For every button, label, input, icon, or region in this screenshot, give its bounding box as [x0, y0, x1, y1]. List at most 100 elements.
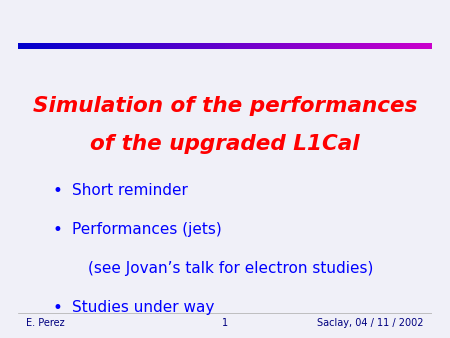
- FancyBboxPatch shape: [420, 43, 422, 49]
- FancyBboxPatch shape: [115, 43, 117, 49]
- FancyBboxPatch shape: [281, 43, 283, 49]
- FancyBboxPatch shape: [403, 43, 405, 49]
- FancyBboxPatch shape: [264, 43, 266, 49]
- FancyBboxPatch shape: [310, 43, 312, 49]
- FancyBboxPatch shape: [418, 43, 420, 49]
- FancyBboxPatch shape: [351, 43, 353, 49]
- FancyBboxPatch shape: [227, 43, 229, 49]
- FancyBboxPatch shape: [339, 43, 341, 49]
- FancyBboxPatch shape: [173, 43, 176, 49]
- FancyBboxPatch shape: [291, 43, 293, 49]
- FancyBboxPatch shape: [109, 43, 111, 49]
- FancyBboxPatch shape: [233, 43, 235, 49]
- FancyBboxPatch shape: [204, 43, 207, 49]
- FancyBboxPatch shape: [378, 43, 380, 49]
- FancyBboxPatch shape: [153, 43, 154, 49]
- FancyBboxPatch shape: [279, 43, 281, 49]
- FancyBboxPatch shape: [376, 43, 378, 49]
- FancyBboxPatch shape: [111, 43, 113, 49]
- FancyBboxPatch shape: [300, 43, 302, 49]
- FancyBboxPatch shape: [86, 43, 88, 49]
- FancyBboxPatch shape: [254, 43, 256, 49]
- FancyBboxPatch shape: [207, 43, 208, 49]
- FancyBboxPatch shape: [368, 43, 370, 49]
- FancyBboxPatch shape: [221, 43, 223, 49]
- Text: Performances (jets): Performances (jets): [72, 222, 221, 237]
- FancyBboxPatch shape: [366, 43, 368, 49]
- FancyBboxPatch shape: [331, 43, 333, 49]
- FancyBboxPatch shape: [177, 43, 180, 49]
- FancyBboxPatch shape: [393, 43, 395, 49]
- FancyBboxPatch shape: [208, 43, 211, 49]
- FancyBboxPatch shape: [296, 43, 297, 49]
- FancyBboxPatch shape: [57, 43, 59, 49]
- FancyBboxPatch shape: [333, 43, 335, 49]
- FancyBboxPatch shape: [74, 43, 76, 49]
- FancyBboxPatch shape: [238, 43, 239, 49]
- FancyBboxPatch shape: [318, 43, 320, 49]
- FancyBboxPatch shape: [364, 43, 366, 49]
- FancyBboxPatch shape: [163, 43, 165, 49]
- FancyBboxPatch shape: [90, 43, 92, 49]
- FancyBboxPatch shape: [347, 43, 349, 49]
- FancyBboxPatch shape: [341, 43, 343, 49]
- FancyBboxPatch shape: [65, 43, 68, 49]
- FancyBboxPatch shape: [343, 43, 345, 49]
- FancyBboxPatch shape: [223, 43, 225, 49]
- FancyBboxPatch shape: [297, 43, 300, 49]
- FancyBboxPatch shape: [55, 43, 57, 49]
- FancyBboxPatch shape: [273, 43, 274, 49]
- FancyBboxPatch shape: [43, 43, 45, 49]
- FancyBboxPatch shape: [312, 43, 314, 49]
- FancyBboxPatch shape: [113, 43, 115, 49]
- FancyBboxPatch shape: [372, 43, 374, 49]
- FancyBboxPatch shape: [335, 43, 337, 49]
- FancyBboxPatch shape: [20, 43, 22, 49]
- FancyBboxPatch shape: [327, 43, 328, 49]
- FancyBboxPatch shape: [117, 43, 119, 49]
- FancyBboxPatch shape: [134, 43, 136, 49]
- FancyBboxPatch shape: [123, 43, 126, 49]
- FancyBboxPatch shape: [239, 43, 242, 49]
- FancyBboxPatch shape: [242, 43, 243, 49]
- FancyBboxPatch shape: [154, 43, 157, 49]
- FancyBboxPatch shape: [229, 43, 231, 49]
- FancyBboxPatch shape: [39, 43, 40, 49]
- FancyBboxPatch shape: [266, 43, 269, 49]
- Text: Studies under way: Studies under way: [72, 300, 214, 315]
- FancyBboxPatch shape: [146, 43, 148, 49]
- FancyBboxPatch shape: [308, 43, 310, 49]
- FancyBboxPatch shape: [176, 43, 177, 49]
- FancyBboxPatch shape: [119, 43, 122, 49]
- FancyBboxPatch shape: [196, 43, 198, 49]
- FancyBboxPatch shape: [211, 43, 212, 49]
- FancyBboxPatch shape: [353, 43, 356, 49]
- FancyBboxPatch shape: [426, 43, 428, 49]
- FancyBboxPatch shape: [142, 43, 144, 49]
- FancyBboxPatch shape: [270, 43, 273, 49]
- FancyBboxPatch shape: [45, 43, 47, 49]
- FancyBboxPatch shape: [32, 43, 34, 49]
- FancyBboxPatch shape: [320, 43, 322, 49]
- FancyBboxPatch shape: [24, 43, 26, 49]
- FancyBboxPatch shape: [391, 43, 393, 49]
- Text: •: •: [52, 182, 62, 200]
- FancyBboxPatch shape: [47, 43, 49, 49]
- Text: Short reminder: Short reminder: [72, 184, 188, 198]
- FancyBboxPatch shape: [159, 43, 161, 49]
- FancyBboxPatch shape: [397, 43, 399, 49]
- FancyBboxPatch shape: [99, 43, 101, 49]
- FancyBboxPatch shape: [314, 43, 316, 49]
- FancyBboxPatch shape: [399, 43, 401, 49]
- FancyBboxPatch shape: [235, 43, 238, 49]
- FancyBboxPatch shape: [184, 43, 186, 49]
- FancyBboxPatch shape: [248, 43, 250, 49]
- FancyBboxPatch shape: [374, 43, 376, 49]
- FancyBboxPatch shape: [217, 43, 219, 49]
- FancyBboxPatch shape: [80, 43, 82, 49]
- FancyBboxPatch shape: [97, 43, 99, 49]
- Text: •: •: [52, 221, 62, 239]
- FancyBboxPatch shape: [190, 43, 192, 49]
- FancyBboxPatch shape: [101, 43, 103, 49]
- FancyBboxPatch shape: [132, 43, 134, 49]
